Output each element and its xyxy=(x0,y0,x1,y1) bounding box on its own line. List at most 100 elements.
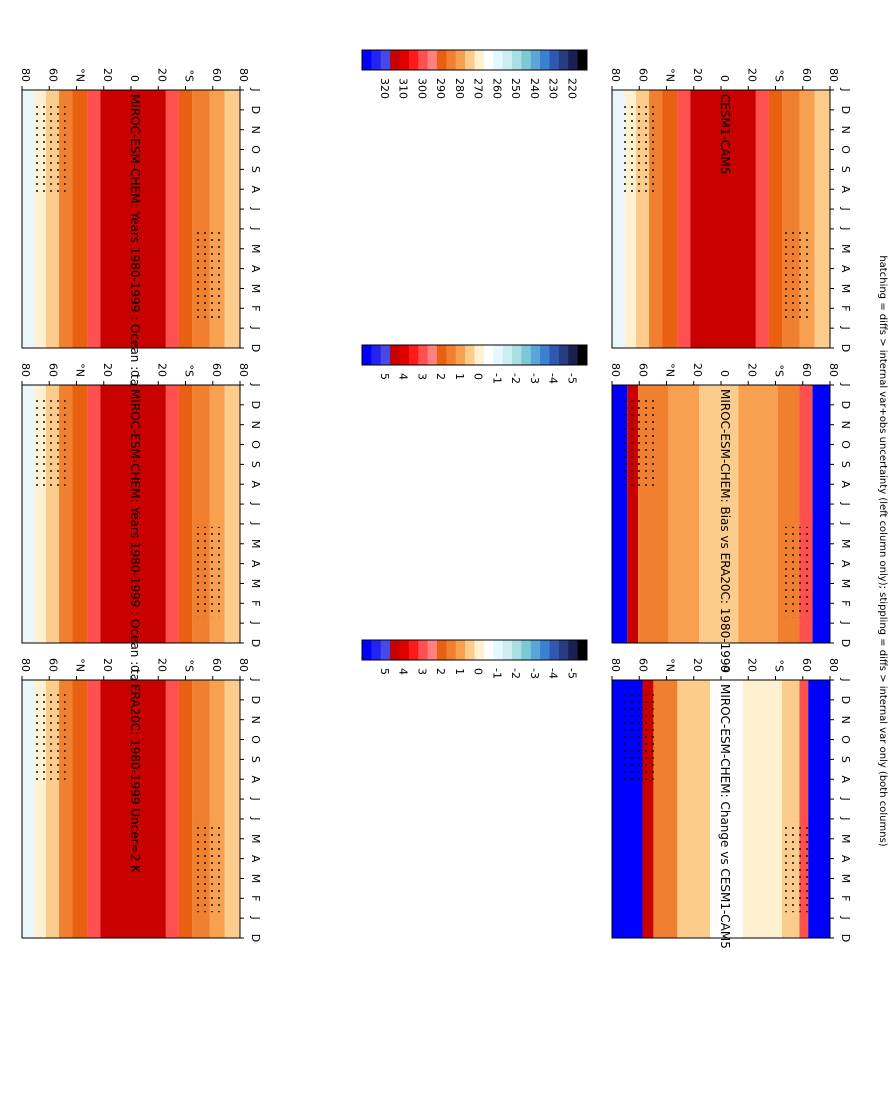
lat-label: 80 xyxy=(237,68,250,82)
colorbar-swatch xyxy=(512,640,522,660)
month-label: A xyxy=(249,855,262,863)
month-label: D xyxy=(249,344,262,352)
lat-label: 60 xyxy=(210,658,223,672)
month-label: O xyxy=(839,735,852,744)
month-label: A xyxy=(249,480,262,488)
colorbar-label: -3 xyxy=(528,668,541,679)
colorbar-swatch xyxy=(568,345,579,365)
colorbar-swatch xyxy=(446,50,457,70)
colorbar-swatch xyxy=(437,345,447,365)
colorbar-swatch xyxy=(427,50,438,70)
month-label: D xyxy=(249,934,262,942)
lat-label: 80 xyxy=(609,658,622,672)
lat-label: °S xyxy=(183,70,196,83)
lat-label: °S xyxy=(183,365,196,378)
colorbar-label: 250 xyxy=(509,78,522,99)
month-label: J xyxy=(839,206,852,210)
month-label: J xyxy=(249,326,262,330)
month-label: M xyxy=(249,539,262,549)
lat-label: °N xyxy=(664,68,677,82)
lat-label: °N xyxy=(664,363,677,377)
stipple-region xyxy=(32,692,66,784)
lat-label: 80 xyxy=(237,658,250,672)
lat-label: 60 xyxy=(636,658,649,672)
colorbar-swatch xyxy=(437,50,447,70)
lat-label: °N xyxy=(74,68,87,82)
month-label: F xyxy=(249,895,262,901)
contour-band xyxy=(690,90,756,348)
panel-title: MIROC-ESM-CHEM: Change vs CESM1-CAM5 xyxy=(718,684,732,949)
panels-layer: D J F M A M J J A S O N D J 80 60 °N 20 0 20 °S 60 80 MIROC-ESM… xyxy=(19,49,852,949)
colorbar-swatch xyxy=(390,345,400,365)
month-label: J xyxy=(249,501,262,505)
month-label: O xyxy=(839,440,852,449)
panel-title: MIROC-ESM-CHEM: Years 1980-1999 : Ocean … xyxy=(128,389,142,708)
contour-band xyxy=(677,90,691,348)
lat-label: 20 xyxy=(155,363,168,377)
lat-label: 0 xyxy=(718,75,731,82)
contour-band xyxy=(72,385,88,643)
month-label: M xyxy=(839,244,852,254)
colorbar-swatch xyxy=(399,345,410,365)
lat-label: 20 xyxy=(745,363,758,377)
month-label: N xyxy=(249,126,262,134)
month-label: J xyxy=(839,916,852,920)
lat-label: 80 xyxy=(827,363,840,377)
colorbar-label: -2 xyxy=(509,668,522,679)
chart-panel-1: D J F M A M J J A S O N D J 80 60 °N 20 0 20 °S 60 80 MIROC-ESM… xyxy=(19,363,262,708)
contour-band xyxy=(742,680,783,938)
lat-label: 80 xyxy=(609,363,622,377)
colorbar-swatch xyxy=(558,345,569,365)
month-label: A xyxy=(249,185,262,193)
lat-label: 60 xyxy=(636,68,649,82)
month-label: A xyxy=(839,480,852,488)
month-label: S xyxy=(839,166,852,173)
contour-band xyxy=(677,680,711,938)
colorbar-swatch xyxy=(427,345,438,365)
colorbar-label: 4 xyxy=(397,668,410,675)
colorbar-swatch xyxy=(530,50,541,70)
lat-label: °S xyxy=(183,660,196,673)
month-label: M xyxy=(249,834,262,844)
colorbar-border xyxy=(361,344,588,366)
contour-band xyxy=(799,680,809,938)
month-label: D xyxy=(249,401,262,409)
month-label: O xyxy=(249,735,262,744)
lat-label: °S xyxy=(773,660,786,673)
colorbar-label: 2 xyxy=(434,373,447,380)
month-label: D xyxy=(249,639,262,647)
month-label: O xyxy=(249,440,262,449)
colorbar-label: 310 xyxy=(397,78,410,99)
stipple-region xyxy=(782,231,813,323)
month-label: J xyxy=(839,816,852,820)
colorbar-label: 230 xyxy=(547,78,560,99)
chart-panel-0: D J F M A M J J A S O N D J 80 60 °N 20 0 20 °S 60 80 MIROC-ESM… xyxy=(19,68,262,413)
month-label: N xyxy=(839,126,852,134)
month-label: J xyxy=(249,621,262,625)
contour-band xyxy=(165,680,179,938)
contour-band xyxy=(87,680,101,938)
colorbar-swatch xyxy=(390,50,400,70)
contour-band xyxy=(35,680,46,938)
colorbar-swatch xyxy=(380,640,391,660)
colorbar-label: -5 xyxy=(565,373,578,384)
lat-label: °S xyxy=(773,365,786,378)
lat-label: 80 xyxy=(827,658,840,672)
contour-band xyxy=(625,90,636,348)
contour-band xyxy=(224,385,240,643)
colorbar-label: 5 xyxy=(378,668,391,675)
colorbar-swatch xyxy=(371,50,382,70)
colorbar-label: 1 xyxy=(453,373,466,380)
colorbar-swatch xyxy=(521,345,532,365)
month-label: S xyxy=(249,166,262,173)
colorbar-swatch xyxy=(521,50,532,70)
month-label: F xyxy=(249,600,262,606)
contour-band xyxy=(668,385,700,643)
colorbar-swatch xyxy=(446,640,457,660)
colorbar-swatch xyxy=(474,50,485,70)
colorbar-swatch xyxy=(418,50,429,70)
contour-band xyxy=(642,680,654,938)
colorbar-swatch xyxy=(483,640,494,660)
lat-label: 80 xyxy=(19,658,32,672)
